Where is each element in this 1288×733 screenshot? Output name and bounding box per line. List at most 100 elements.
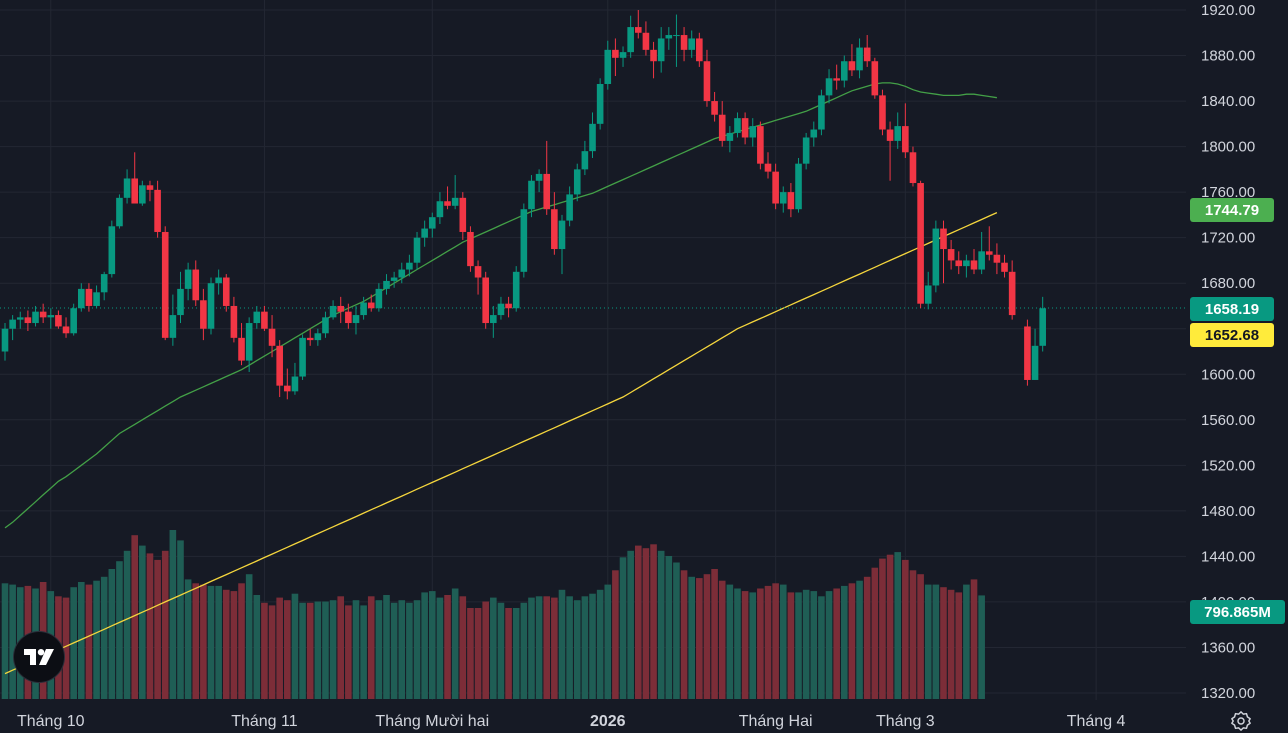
candle <box>451 175 459 210</box>
volume-bar <box>665 556 673 699</box>
volume-bar <box>787 592 795 699</box>
volume-bar <box>436 597 444 699</box>
y-tick-label: 1560.00 <box>1201 412 1255 429</box>
candle <box>291 362 299 395</box>
volume-bar <box>917 574 924 699</box>
candle <box>505 296 512 318</box>
price-badge-ma-yellow-bg <box>1190 323 1274 347</box>
candle-body <box>558 220 566 250</box>
candle <box>886 121 894 181</box>
volume-bar <box>711 569 718 699</box>
volume-bar <box>169 530 177 699</box>
volume-bar <box>291 593 299 699</box>
volume-bar <box>688 576 695 699</box>
volume-bar <box>268 605 276 699</box>
candle <box>375 283 383 312</box>
candle-body <box>902 126 909 153</box>
candle-body <box>497 303 505 316</box>
price-badge-ma-green-label: 1744.79 <box>1205 202 1259 219</box>
volume-bar <box>329 600 337 699</box>
price-badge-last: 1658.19 <box>1190 297 1274 321</box>
candle-body <box>566 194 573 221</box>
candle <box>253 305 261 329</box>
moving-average-lines <box>4 82 998 675</box>
volume-bar <box>261 602 268 699</box>
candle-body <box>604 49 612 84</box>
volume-bar <box>1 583 9 699</box>
candle-body <box>306 337 314 341</box>
candle <box>314 328 322 346</box>
volume-bar <box>696 578 703 699</box>
candle <box>673 14 680 67</box>
candle-body <box>360 302 367 316</box>
candle-body <box>169 315 177 338</box>
candlesticks[interactable] <box>1 10 1046 400</box>
y-tick-label: 1760.00 <box>1201 184 1255 201</box>
price-axis[interactable]: 1320.001360.001400.001440.001480.001520.… <box>1201 2 1255 702</box>
candle <box>619 46 627 67</box>
volume-bar <box>421 592 428 699</box>
candle <box>642 21 650 56</box>
candle-body <box>665 35 673 39</box>
candle <box>573 163 581 202</box>
volume-bar <box>810 591 818 699</box>
candle <box>24 310 32 332</box>
candle-body <box>1031 345 1039 380</box>
candle <box>161 226 169 341</box>
candle-body <box>505 303 512 309</box>
candle <box>863 35 871 67</box>
candle-body <box>718 114 726 141</box>
candle <box>665 27 673 50</box>
volume-bar <box>406 602 413 699</box>
time-axis[interactable]: Tháng 10 Tháng 11 Tháng Mười hai 2026 Tháng … <box>17 713 1126 730</box>
candle-body <box>726 132 734 141</box>
candle-body <box>70 308 77 334</box>
candle <box>970 249 978 275</box>
candle-body <box>123 178 131 198</box>
candle <box>963 254 970 278</box>
volume-bar <box>825 591 833 699</box>
candle-body <box>39 311 47 318</box>
candle <box>131 152 139 204</box>
candle-body <box>634 27 642 33</box>
candle <box>497 296 505 320</box>
candle-body <box>512 271 520 309</box>
candle-body <box>772 171 779 204</box>
candle-body <box>551 209 558 250</box>
candle <box>268 315 276 358</box>
candle <box>93 285 100 309</box>
candle-body <box>863 47 871 62</box>
volume-bar <box>581 596 589 699</box>
candle <box>1008 260 1016 320</box>
volume-bar <box>306 602 314 699</box>
candle <box>1024 319 1031 386</box>
candle-body <box>1001 262 1008 272</box>
candle-body <box>909 152 917 184</box>
volume-bar <box>200 584 207 699</box>
volume-badge: 796.865M <box>1190 600 1285 624</box>
candle <box>520 203 528 278</box>
candle <box>322 311 329 338</box>
y-tick-label: 1720.00 <box>1201 230 1255 247</box>
gear-glyph <box>1231 711 1251 731</box>
candle <box>558 214 566 275</box>
candle-body <box>673 35 680 37</box>
volume-bar <box>116 561 123 699</box>
gear-icon[interactable] <box>1229 709 1253 733</box>
candle-body <box>139 185 146 204</box>
y-tick-label: 1840.00 <box>1201 93 1255 110</box>
candle <box>406 254 413 277</box>
volume-bar <box>902 559 909 699</box>
candle-body <box>848 61 856 71</box>
volume-bar <box>650 544 657 699</box>
tradingview-logo-icon[interactable] <box>14 632 64 682</box>
x-tick-label: Tháng 11 <box>231 713 298 730</box>
volume-bar <box>451 588 459 699</box>
x-tick-label: Tháng 4 <box>1067 713 1126 730</box>
candle <box>772 163 779 210</box>
candle <box>856 38 863 79</box>
volume-bar <box>93 580 100 699</box>
candle-body <box>825 78 833 96</box>
candle-body <box>1024 326 1031 380</box>
